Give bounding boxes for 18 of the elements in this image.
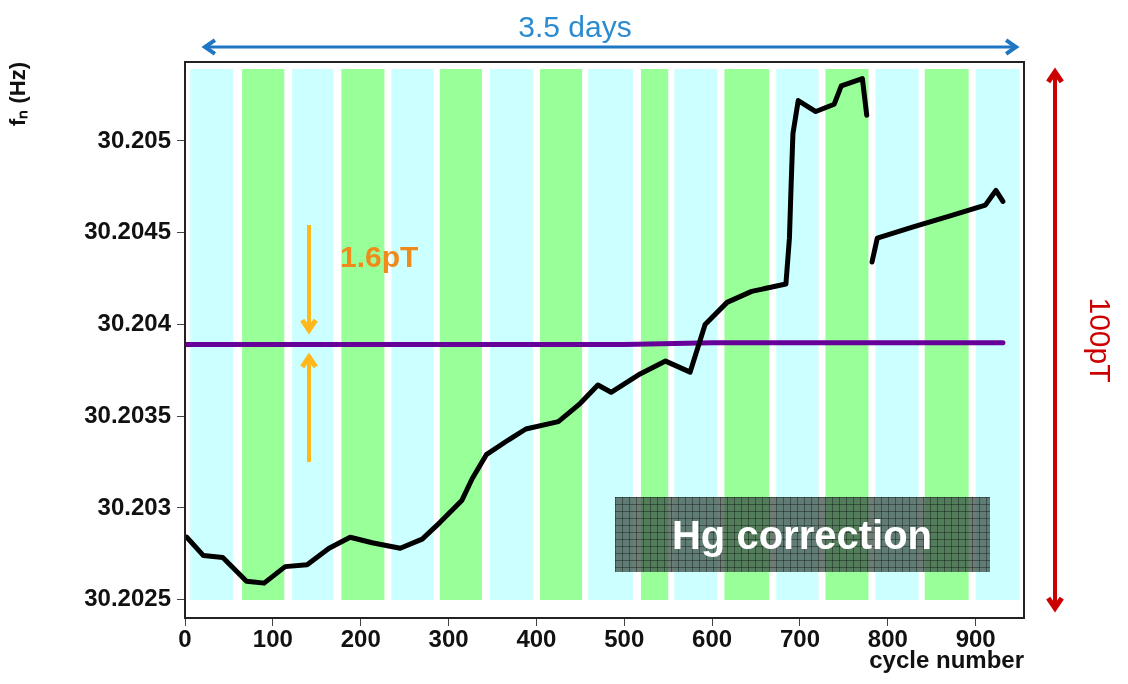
x-tick-label: 400: [516, 625, 557, 653]
x-tick-label: 300: [428, 625, 469, 653]
x-tick-label: 0: [178, 625, 192, 653]
x-tick-label: 600: [692, 625, 733, 653]
y-tick-label: 30.2025: [84, 584, 171, 612]
text: 3.5 days: [518, 10, 632, 44]
annotation: Hg correction: [671, 512, 933, 558]
text: 100pT: [1083, 297, 1117, 383]
x-tick-label: 500: [604, 625, 645, 653]
x-tick-label: 100: [252, 625, 293, 653]
y-tick-label: 30.205: [97, 125, 171, 153]
y-tick-label: 30.2045: [84, 217, 171, 245]
y-tick-label: 30.203: [97, 492, 171, 520]
y-tick-label: 30.204: [97, 309, 172, 337]
y-axis-title: fₙ (Hz): [5, 62, 31, 126]
x-tick-label: 700: [779, 625, 820, 653]
x-tick-label: 200: [340, 625, 381, 653]
y-tick-label: 30.2035: [84, 400, 171, 428]
